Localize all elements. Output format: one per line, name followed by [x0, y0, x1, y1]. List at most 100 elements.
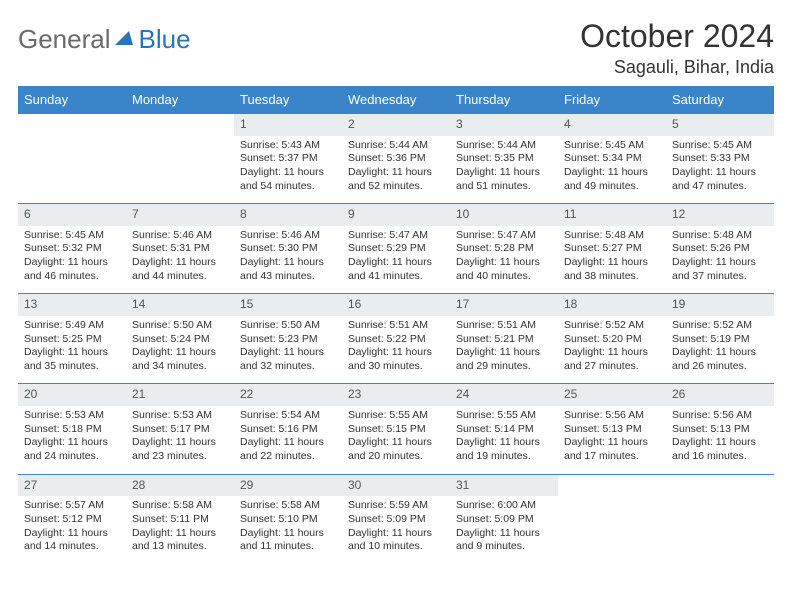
- sunrise-text: Sunrise: 5:44 AM: [456, 139, 552, 153]
- daylight-text-1: Daylight: 11 hours: [672, 436, 768, 450]
- day-detail-cell: Sunrise: 5:58 AMSunset: 5:10 PMDaylight:…: [234, 496, 342, 564]
- daylight-text-2: and 11 minutes.: [240, 540, 336, 554]
- sunrise-text: Sunrise: 5:43 AM: [240, 139, 336, 153]
- sunrise-text: Sunrise: 5:48 AM: [564, 229, 660, 243]
- day-number-cell: 18: [558, 294, 666, 316]
- day-number-cell: 23: [342, 384, 450, 406]
- day-detail-cell: [666, 496, 774, 564]
- daylight-text-2: and 32 minutes.: [240, 360, 336, 374]
- day-detail-cell: Sunrise: 5:45 AMSunset: 5:33 PMDaylight:…: [666, 136, 774, 204]
- day-detail-cell: Sunrise: 5:55 AMSunset: 5:15 PMDaylight:…: [342, 406, 450, 474]
- sunrise-text: Sunrise: 5:55 AM: [348, 409, 444, 423]
- day-number: 8: [240, 207, 247, 221]
- daylight-text-2: and 17 minutes.: [564, 450, 660, 464]
- daylight-text-2: and 26 minutes.: [672, 360, 768, 374]
- daylight-text-2: and 38 minutes.: [564, 270, 660, 284]
- sunrise-text: Sunrise: 5:45 AM: [672, 139, 768, 153]
- sunset-text: Sunset: 5:09 PM: [456, 513, 552, 527]
- day-number-cell: 16: [342, 294, 450, 316]
- header: General Blue October 2024 Sagauli, Bihar…: [18, 18, 774, 78]
- daylight-text-2: and 54 minutes.: [240, 180, 336, 194]
- day-detail-cell: [558, 496, 666, 564]
- daylight-text-1: Daylight: 11 hours: [456, 166, 552, 180]
- daylight-text-2: and 19 minutes.: [456, 450, 552, 464]
- day-detail-cell: Sunrise: 5:51 AMSunset: 5:21 PMDaylight:…: [450, 316, 558, 384]
- day-detail-cell: [126, 136, 234, 204]
- day-number-row: 20212223242526: [18, 384, 774, 406]
- day-detail-cell: Sunrise: 5:51 AMSunset: 5:22 PMDaylight:…: [342, 316, 450, 384]
- day-detail-row: Sunrise: 5:49 AMSunset: 5:25 PMDaylight:…: [18, 316, 774, 384]
- day-number-cell: [126, 114, 234, 136]
- daylight-text-2: and 23 minutes.: [132, 450, 228, 464]
- day-detail-cell: Sunrise: 5:57 AMSunset: 5:12 PMDaylight:…: [18, 496, 126, 564]
- sunset-text: Sunset: 5:17 PM: [132, 423, 228, 437]
- sunset-text: Sunset: 5:35 PM: [456, 152, 552, 166]
- daylight-text-2: and 49 minutes.: [564, 180, 660, 194]
- daylight-text-2: and 47 minutes.: [672, 180, 768, 194]
- daylight-text-2: and 52 minutes.: [348, 180, 444, 194]
- day-number: 5: [672, 117, 679, 131]
- day-number: 7: [132, 207, 139, 221]
- daylight-text-2: and 41 minutes.: [348, 270, 444, 284]
- day-header: Thursday: [450, 86, 558, 114]
- day-number: 3: [456, 117, 463, 131]
- daylight-text-1: Daylight: 11 hours: [456, 436, 552, 450]
- day-number: 30: [348, 478, 361, 492]
- sunrise-text: Sunrise: 5:50 AM: [132, 319, 228, 333]
- location: Sagauli, Bihar, India: [580, 57, 774, 78]
- daylight-text-1: Daylight: 11 hours: [240, 527, 336, 541]
- day-number: 6: [24, 207, 31, 221]
- logo: General Blue: [18, 24, 191, 55]
- day-number-cell: 30: [342, 474, 450, 496]
- daylight-text-2: and 24 minutes.: [24, 450, 120, 464]
- sunset-text: Sunset: 5:10 PM: [240, 513, 336, 527]
- day-number-cell: 26: [666, 384, 774, 406]
- sunrise-text: Sunrise: 5:51 AM: [348, 319, 444, 333]
- sunset-text: Sunset: 5:23 PM: [240, 333, 336, 347]
- day-number: 1: [240, 117, 247, 131]
- day-detail-cell: Sunrise: 5:44 AMSunset: 5:36 PMDaylight:…: [342, 136, 450, 204]
- day-number-cell: 12: [666, 204, 774, 226]
- daylight-text-1: Daylight: 11 hours: [564, 166, 660, 180]
- day-detail-cell: Sunrise: 5:46 AMSunset: 5:30 PMDaylight:…: [234, 226, 342, 294]
- day-detail-cell: Sunrise: 5:46 AMSunset: 5:31 PMDaylight:…: [126, 226, 234, 294]
- day-detail-cell: Sunrise: 5:53 AMSunset: 5:18 PMDaylight:…: [18, 406, 126, 474]
- day-number-cell: 28: [126, 474, 234, 496]
- daylight-text-2: and 16 minutes.: [672, 450, 768, 464]
- day-detail-cell: Sunrise: 6:00 AMSunset: 5:09 PMDaylight:…: [450, 496, 558, 564]
- day-number: 4: [564, 117, 571, 131]
- day-number-cell: 14: [126, 294, 234, 316]
- day-detail-cell: Sunrise: 5:50 AMSunset: 5:24 PMDaylight:…: [126, 316, 234, 384]
- sunrise-text: Sunrise: 5:51 AM: [456, 319, 552, 333]
- sunrise-text: Sunrise: 5:49 AM: [24, 319, 120, 333]
- sunset-text: Sunset: 5:14 PM: [456, 423, 552, 437]
- sunrise-text: Sunrise: 5:46 AM: [132, 229, 228, 243]
- day-number: 22: [240, 387, 253, 401]
- day-header: Monday: [126, 86, 234, 114]
- day-number: 16: [348, 297, 361, 311]
- day-number: 28: [132, 478, 145, 492]
- day-detail-cell: Sunrise: 5:48 AMSunset: 5:26 PMDaylight:…: [666, 226, 774, 294]
- daylight-text-1: Daylight: 11 hours: [348, 256, 444, 270]
- daylight-text-1: Daylight: 11 hours: [348, 527, 444, 541]
- daylight-text-1: Daylight: 11 hours: [672, 346, 768, 360]
- day-number-cell: 27: [18, 474, 126, 496]
- day-number-cell: 4: [558, 114, 666, 136]
- sunrise-text: Sunrise: 5:47 AM: [456, 229, 552, 243]
- day-detail-cell: Sunrise: 5:47 AMSunset: 5:29 PMDaylight:…: [342, 226, 450, 294]
- day-detail-row: Sunrise: 5:43 AMSunset: 5:37 PMDaylight:…: [18, 136, 774, 204]
- daylight-text-2: and 20 minutes.: [348, 450, 444, 464]
- day-number-cell: 1: [234, 114, 342, 136]
- sunrise-text: Sunrise: 5:58 AM: [240, 499, 336, 513]
- day-number-cell: 9: [342, 204, 450, 226]
- day-detail-cell: Sunrise: 5:45 AMSunset: 5:34 PMDaylight:…: [558, 136, 666, 204]
- sunset-text: Sunset: 5:18 PM: [24, 423, 120, 437]
- daylight-text-2: and 35 minutes.: [24, 360, 120, 374]
- sunset-text: Sunset: 5:33 PM: [672, 152, 768, 166]
- daylight-text-2: and 37 minutes.: [672, 270, 768, 284]
- day-number: 25: [564, 387, 577, 401]
- day-number-cell: 10: [450, 204, 558, 226]
- sunset-text: Sunset: 5:29 PM: [348, 242, 444, 256]
- day-detail-cell: Sunrise: 5:56 AMSunset: 5:13 PMDaylight:…: [666, 406, 774, 474]
- daylight-text-1: Daylight: 11 hours: [564, 436, 660, 450]
